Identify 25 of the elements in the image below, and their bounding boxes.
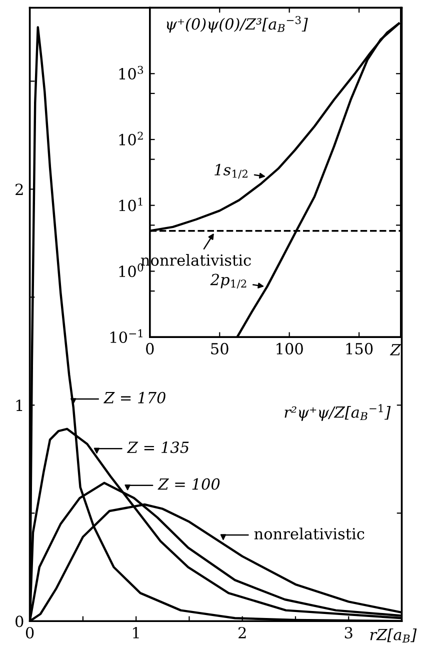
y-tick-label: 10$^{2}$ (119, 132, 143, 146)
annotation: Z = 170 (104, 392, 166, 404)
annotation: 1s$_{1/2}$ (214, 164, 248, 179)
y-tick-label: 10$^{3}$ (119, 66, 144, 80)
x-axis-title: rZ[a$_{B}$] (370, 628, 417, 642)
annotation: nonrelativistic (254, 528, 364, 540)
x-tick-label: 150 (346, 342, 373, 354)
annotation: Z = 135 (126, 442, 189, 454)
y-tick-label: 10$^{−1}$ (110, 329, 142, 343)
y-tick-label: 10$^{1}$ (119, 198, 142, 212)
x-tick-label: 0 (26, 626, 34, 638)
x-tick-label: 3 (344, 626, 352, 638)
x-axis-title: Z (390, 344, 402, 356)
x-tick-label: 50 (211, 342, 228, 354)
x-tick-label: 0 (146, 342, 154, 354)
x-tick-label: 100 (276, 342, 303, 354)
y-tick-label: 1 (16, 400, 22, 411)
y-tick-label: 10$^{0}$ (119, 263, 144, 278)
y-tick-label: 0 (16, 616, 24, 628)
y-axis-title: r²ψ⁺ψ/Z[a$_{B}$$^{−1}$] (284, 404, 391, 421)
annotation: 2p$_{1/2}$ (210, 274, 246, 288)
text: ψ⁺(0)ψ(0)/Z³[a$_{B}$$^{−3}$] (166, 16, 308, 33)
y-tick-label: 2 (16, 184, 23, 195)
annotation: Z = 100 (158, 478, 220, 490)
x-tick-label: 2 (238, 626, 246, 638)
